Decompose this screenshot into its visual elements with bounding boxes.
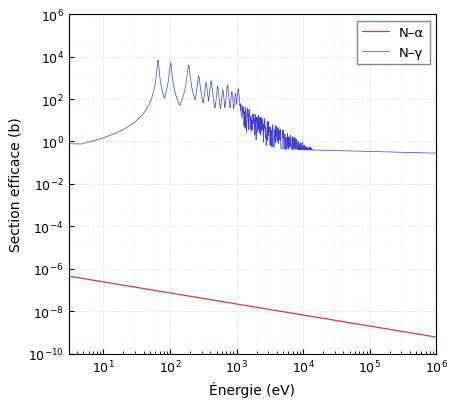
N–γ: [314, 148, 320, 153]
N–α: [432, 335, 438, 340]
N–α: [339, 320, 345, 324]
N–γ: [376, 150, 382, 155]
N–α: [314, 315, 320, 320]
N–γ: [380, 150, 385, 155]
N–γ: [325, 149, 331, 153]
N–α: [380, 326, 385, 331]
N–α: [325, 317, 331, 322]
Line: N–α: N–α: [69, 277, 435, 337]
N–γ: [339, 149, 345, 154]
N–α: [376, 326, 382, 330]
Y-axis label: Section efficace (b): Section efficace (b): [8, 117, 22, 252]
X-axis label: Énergie (eV): Énergie (eV): [209, 381, 295, 396]
Line: N–γ: N–γ: [69, 61, 435, 154]
N–γ: [432, 151, 438, 156]
N–α: [66, 274, 71, 279]
N–γ: [155, 58, 160, 63]
N–γ: [233, 96, 238, 100]
N–α: [233, 302, 238, 307]
N–γ: [66, 142, 71, 147]
Legend: N–α, N–γ: N–α, N–γ: [356, 22, 429, 65]
